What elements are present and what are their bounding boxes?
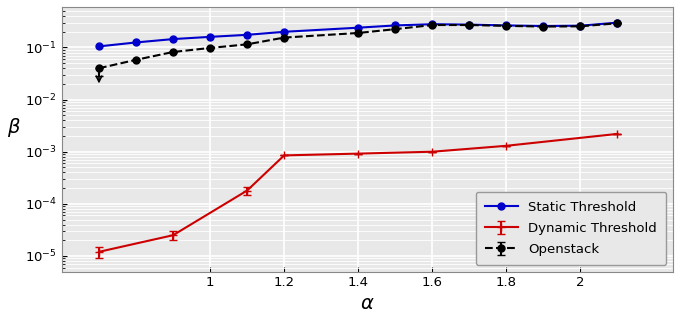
Static Threshold (95, 44, 103, 48)
Static Threshold (132, 41, 140, 44)
Static Threshold (280, 30, 288, 34)
Static Threshold (613, 21, 622, 25)
Static Threshold (577, 24, 585, 28)
X-axis label: $\alpha$: $\alpha$ (360, 295, 375, 313)
Static Threshold (354, 26, 362, 30)
Legend: Static Threshold, Dynamic Threshold, Openstack: Static Threshold, Dynamic Threshold, Ope… (476, 192, 666, 265)
Static Threshold (169, 37, 177, 41)
Static Threshold (391, 23, 399, 27)
Static Threshold (428, 22, 437, 26)
Static Threshold (243, 33, 251, 37)
Line: Static Threshold: Static Threshold (95, 19, 621, 50)
Y-axis label: $\beta$: $\beta$ (7, 116, 21, 139)
Static Threshold (465, 23, 473, 27)
Static Threshold (206, 35, 214, 39)
Static Threshold (503, 23, 511, 27)
Static Threshold (539, 24, 547, 28)
